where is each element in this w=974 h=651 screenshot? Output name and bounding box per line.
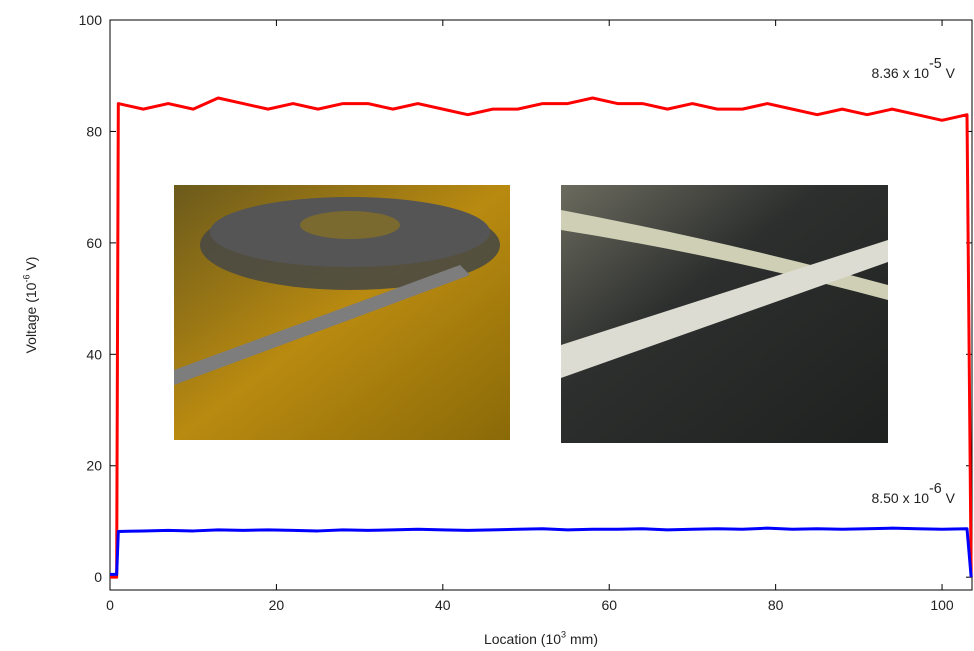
label-text: V) [23, 257, 39, 275]
x-tick-label: 60 [601, 597, 617, 613]
y-tick-label: 100 [79, 12, 103, 28]
annotation: 8.36 x 10-5 V [871, 56, 955, 81]
y-tick-label: 20 [86, 458, 102, 474]
label-text: mm) [566, 631, 598, 647]
x-axis-label: Location (103 mm) [484, 630, 598, 647]
x-tick-label: 20 [269, 597, 285, 613]
label-text: V [942, 490, 956, 506]
label-superscript: 3 [561, 630, 566, 640]
photo-right [561, 185, 888, 443]
x-tick-label: 100 [930, 597, 954, 613]
label-superscript: -5 [929, 56, 942, 72]
label-text: 8.36 x 10 [871, 65, 929, 81]
y-axis-label: Voltage (10-6 V) [22, 257, 39, 354]
label-superscript: -6 [929, 481, 942, 497]
label-text: V [942, 65, 956, 81]
label-text: Voltage (10 [23, 282, 39, 353]
y-tick-label: 40 [86, 346, 102, 362]
label-text: Location (10 [484, 631, 561, 647]
data-line [110, 526, 973, 578]
annotation: 8.50 x 10-6 V [871, 481, 955, 506]
y-tick-label: 60 [86, 235, 102, 251]
y-tick-label: 80 [86, 123, 102, 139]
y-tick-label: 0 [94, 569, 102, 585]
x-tick-label: 0 [106, 597, 114, 613]
label-superscript: -6 [22, 274, 32, 282]
label-text: 8.50 x 10 [871, 490, 929, 506]
data-line [110, 96, 973, 579]
plot-frame [109, 19, 973, 591]
x-tick-label: 80 [768, 597, 784, 613]
photo-left [174, 185, 510, 440]
x-tick-label: 40 [435, 597, 451, 613]
